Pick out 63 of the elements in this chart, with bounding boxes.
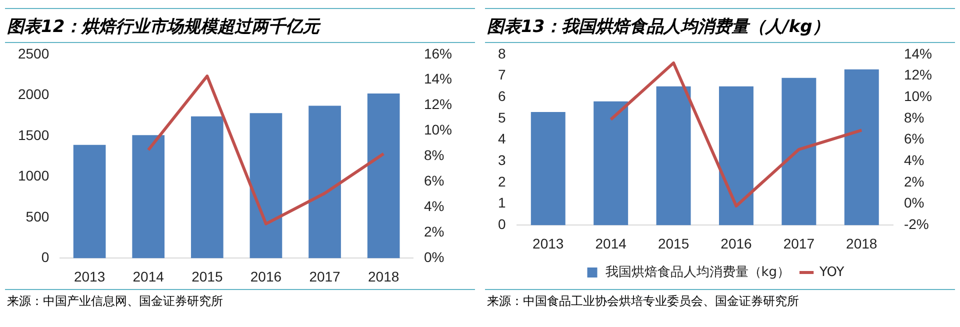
bar xyxy=(530,112,566,226)
y-tick-label: 1000 xyxy=(18,168,50,184)
y-tick-label: 2 xyxy=(498,173,506,190)
bar xyxy=(73,144,106,258)
source-note: 来源：中国产业信息网、国金证券研究所 xyxy=(5,289,475,313)
y2-tick-label: 0% xyxy=(904,194,924,211)
chart-title: 图表13：我国烘焙食品人均消费量（人/kg） xyxy=(485,8,955,43)
y2-tick-label: 2% xyxy=(424,224,444,240)
y2-tick-label: 2% xyxy=(904,173,924,190)
y2-tick-label: 10% xyxy=(424,122,452,138)
x-tick-label: 2017 xyxy=(309,268,341,284)
x-tick-label: 2015 xyxy=(192,268,223,284)
y2-tick-label: 8% xyxy=(904,109,924,126)
y-tick-label: 4 xyxy=(498,130,506,147)
x-tick-label: 2018 xyxy=(368,268,400,284)
y-tick-label: 6 xyxy=(498,88,506,104)
y2-tick-label: -2% xyxy=(904,216,929,232)
legend-label: 我国烘焙食品人均消费量（kg） xyxy=(605,264,790,280)
y-tick-label: 3 xyxy=(498,152,506,168)
y2-tick-label: 14% xyxy=(424,70,452,87)
chart-title: 图表12：烘焙行业市场规模超过两千亿元 xyxy=(5,8,475,43)
bar xyxy=(656,86,691,226)
x-tick-label: 2015 xyxy=(658,235,690,252)
y-tick-label: 0 xyxy=(41,249,50,266)
y-tick-label: 1500 xyxy=(18,126,50,143)
y2-tick-label: 8% xyxy=(424,147,444,164)
x-tick-label: 2014 xyxy=(132,268,164,284)
y2-tick-label: 6% xyxy=(904,130,924,147)
bar xyxy=(718,86,754,226)
y2-tick-label: 0% xyxy=(424,249,444,266)
y-tick-label: 8 xyxy=(498,45,506,62)
y2-tick-label: 16% xyxy=(424,45,452,62)
bar xyxy=(367,94,400,258)
y2-tick-label: 6% xyxy=(424,172,444,189)
y-tick-label: 2500 xyxy=(18,45,50,62)
y-tick-label: 0 xyxy=(498,216,506,232)
y-tick-label: 7 xyxy=(498,66,506,83)
x-tick-label: 2013 xyxy=(74,268,106,284)
bar xyxy=(844,69,879,226)
y2-tick-label: 10% xyxy=(904,88,932,104)
x-tick-label: 2016 xyxy=(720,235,752,252)
source-note: 来源：中国食品工业协会烘培专业委员会、国金证券研究所 xyxy=(485,289,955,313)
y-tick-label: 1 xyxy=(498,194,506,211)
x-tick-label: 2017 xyxy=(783,235,815,252)
y-tick-label: 5 xyxy=(498,109,506,126)
legend-label: YOY xyxy=(818,264,844,280)
bar xyxy=(594,101,628,226)
y2-tick-label: 14% xyxy=(904,45,932,62)
y2-tick-label: 12% xyxy=(904,66,932,83)
bar xyxy=(308,106,341,258)
y2-tick-label: 4% xyxy=(904,152,924,168)
x-tick-label: 2013 xyxy=(532,235,564,252)
y2-tick-label: 12% xyxy=(424,96,452,112)
x-tick-label: 2018 xyxy=(846,235,878,252)
x-tick-label: 2014 xyxy=(595,235,627,252)
bar xyxy=(190,116,224,258)
y2-tick-label: 4% xyxy=(424,198,444,214)
y-tick-label: 2000 xyxy=(18,86,50,102)
y-tick-label: 500 xyxy=(26,208,50,224)
bar xyxy=(132,135,165,258)
bar xyxy=(250,113,282,258)
bar xyxy=(782,78,816,226)
x-tick-label: 2016 xyxy=(250,268,282,284)
